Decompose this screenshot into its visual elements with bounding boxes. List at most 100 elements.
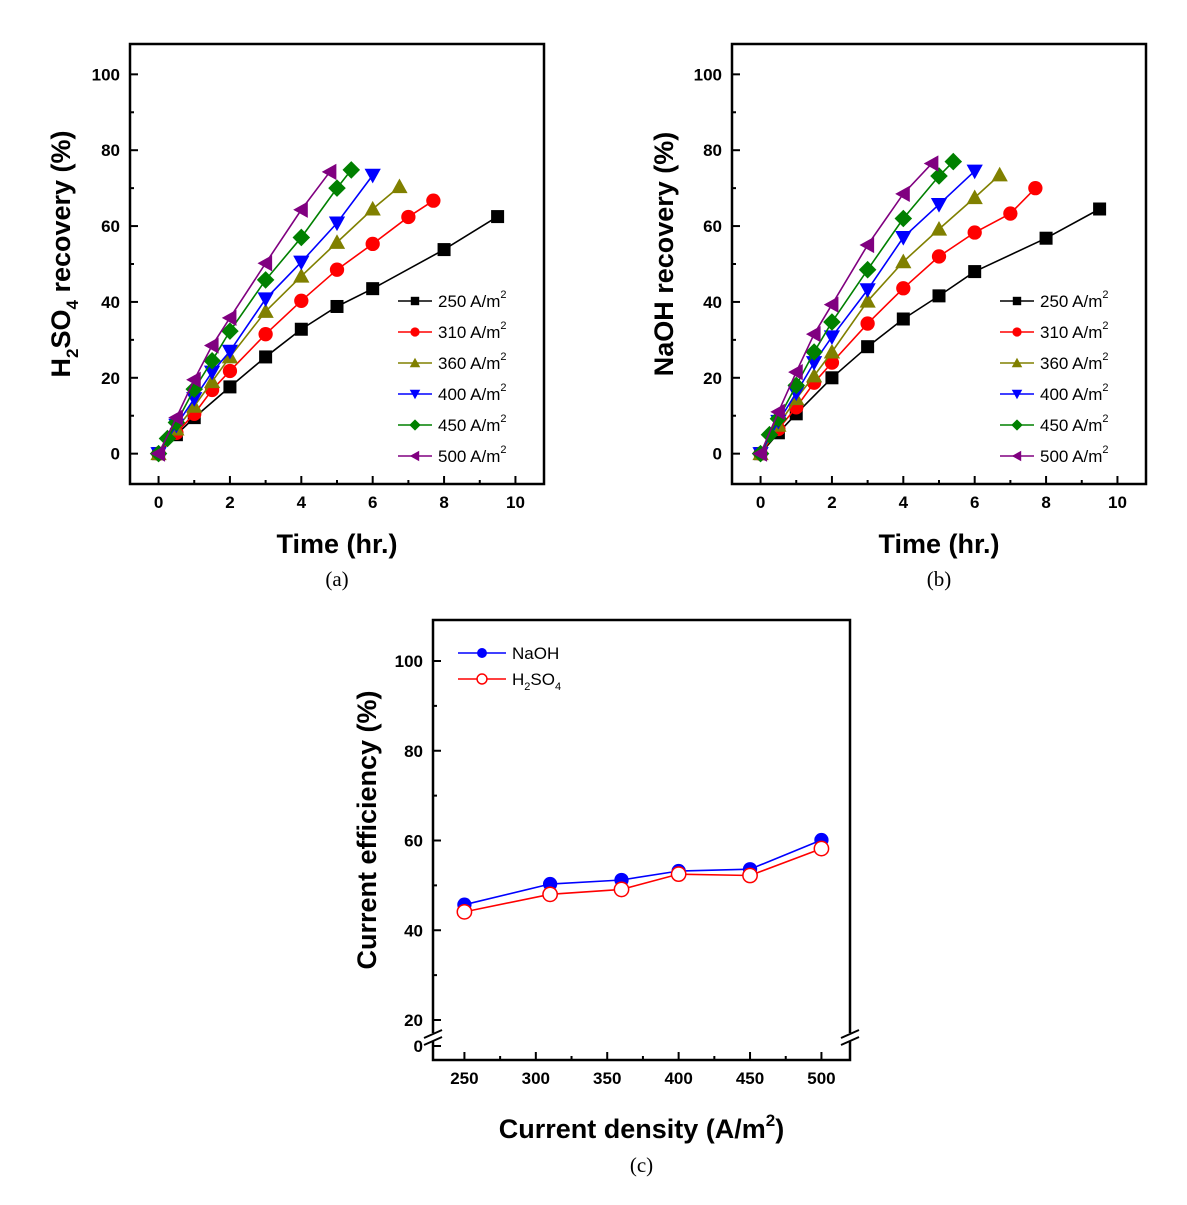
legend-marker [476,673,488,685]
x-tick-label: 300 [522,1069,550,1088]
legend-label-part: SO [530,670,555,689]
legend-item: 250 A/m2 [1000,289,1109,311]
data-point [456,903,473,920]
data-point [223,380,237,394]
data-point [1003,206,1018,221]
legend-marker [409,357,421,368]
data-point [257,303,274,318]
y-tick-label: 0 [713,445,722,464]
data-point [257,292,274,308]
legend-marker [1011,357,1023,368]
y-tick-label: 40 [404,921,423,940]
data-point [542,886,559,903]
superscript: 2 [766,1111,775,1130]
series-line [464,847,822,913]
superscript: 2 [1102,320,1108,332]
data-point [896,312,910,326]
axis-break-mark [423,1036,443,1046]
data-point [203,337,219,354]
x-tick-label: 400 [664,1069,692,1088]
subscript: 2 [63,349,82,358]
series-line [157,171,331,455]
x-tick-label: 2 [827,493,836,512]
data-point [293,255,310,271]
y-tick-label: 80 [101,141,120,160]
legend-item: 500 A/m2 [1000,444,1109,466]
panel-c-current-efficiency: 250 300 350 400 450 500 20 40 60 80 100 0 Current de… [352,618,860,1177]
y-tick-label: 0 [111,445,120,464]
data-point [186,371,201,388]
series-line [759,174,1001,455]
legend-label: 310 A/m2 [1040,320,1109,342]
y-tick-label: 60 [703,217,722,236]
legend-item: 360 A/m2 [398,351,507,373]
series-line [157,215,499,455]
legend-label: 500 A/m2 [438,444,507,466]
series-line [759,161,954,454]
x-tick-label: 6 [368,493,377,512]
data-point [257,255,273,272]
legend-marker [1011,450,1022,462]
data-point [944,152,963,171]
data-point [293,201,308,218]
data-point [823,296,839,313]
data-point [770,403,785,421]
legend-item: 450 A/m2 [398,413,507,435]
legend-item: 500 A/m2 [398,444,507,466]
subscript: 4 [555,681,561,693]
plot-frame-lower [431,1041,852,1062]
axis-break-mark [840,1036,860,1046]
data-point [858,260,877,279]
legend-marker [410,296,420,306]
data-point [437,243,451,257]
panel-label: (a) [325,567,348,591]
y-axis-title: NaOH recovery (%) [649,132,679,377]
legend-marker [1012,296,1022,306]
x-axis-title: Time (hr.) [878,529,999,559]
x-tick-label: 10 [506,493,525,512]
data-point [168,409,183,426]
y-tick-label: 20 [703,369,722,388]
data-point [968,265,982,279]
y-tick-label: 80 [703,141,722,160]
data-point [825,371,839,385]
series-500-a-m [150,163,337,462]
data-point [491,210,505,224]
x-tick-label: 350 [593,1069,621,1088]
data-point [1039,231,1053,245]
legend-marker [477,648,487,658]
y-tick-label: 40 [101,293,120,312]
data-point [321,163,337,180]
axis-break-mark [840,1029,860,1039]
superscript: 2 [500,320,506,332]
x-tick-label: 4 [899,493,909,512]
data-point [788,363,803,381]
x-tick-label: 450 [736,1069,764,1088]
series-line [759,208,1100,455]
data-point [896,281,911,296]
x-tick-label: 0 [154,493,163,512]
data-point [294,322,308,336]
superscript: 2 [500,289,506,301]
x-title-end: ) [775,1114,784,1144]
data-point [813,840,830,857]
superscript: 2 [500,382,506,394]
data-point [823,343,841,359]
x-tick-label: 8 [439,493,448,512]
legend-marker [409,389,421,400]
data-point [364,168,381,184]
data-point [150,445,166,462]
y-title-part: H [46,358,76,378]
superscript: 2 [500,351,506,363]
legend-item: 310 A/m2 [398,320,507,342]
data-point [294,293,309,308]
x-tick-label: 10 [1108,493,1127,512]
data-point [293,268,310,283]
y-title-part: recovery (%) [46,130,76,300]
data-point [426,193,441,208]
legend-label: H2SO4 [512,670,561,693]
data-point [364,200,381,216]
x-tick-label: 8 [1041,493,1050,512]
data-point [221,344,239,360]
